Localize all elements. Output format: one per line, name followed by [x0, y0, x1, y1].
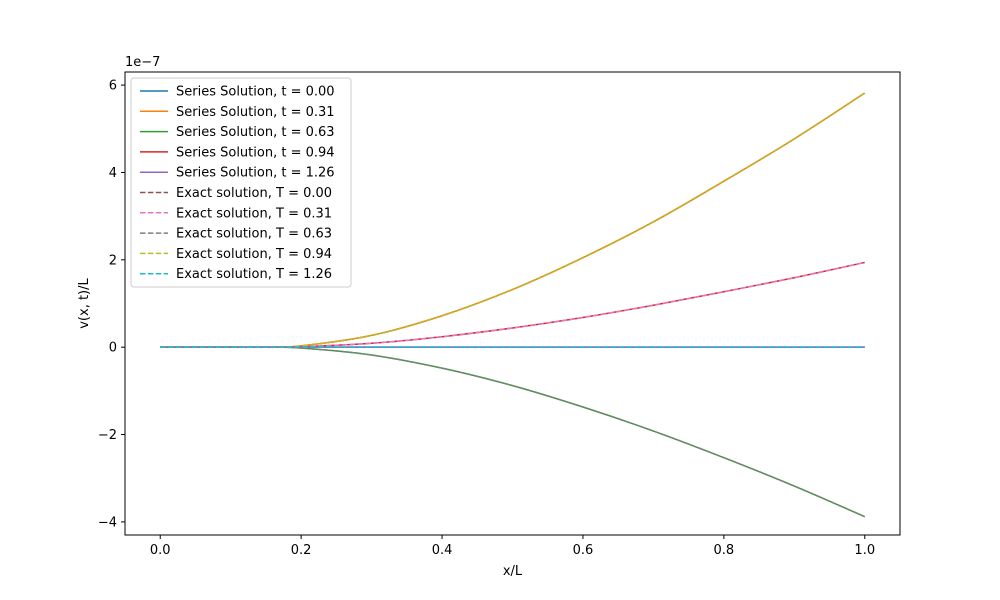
series-line-8: [160, 346, 866, 518]
plot-area: [160, 92, 866, 518]
y-tick-label-4: 2: [109, 253, 117, 268]
legend-label-4: Series Solution, t = 0.94: [176, 145, 335, 160]
legend-label-2: Series Solution, t = 0.31: [176, 105, 335, 120]
y-tick-label-2: −2: [98, 428, 117, 443]
x-tick-label-1: 0.0: [150, 543, 171, 558]
y-tick-label-6: 6: [109, 79, 117, 94]
x-tick-label-6: 1.0: [854, 543, 875, 558]
legend-label-10: Exact solution, T = 1.26: [176, 267, 332, 282]
legend-label-7: Exact solution, T = 0.31: [176, 206, 332, 221]
x-tick-label-3: 0.4: [432, 543, 453, 558]
plot-frame: [124, 71, 901, 536]
y-axis-label: v(x, t)/L: [77, 277, 92, 328]
x-tick-label-5: 0.8: [714, 543, 735, 558]
y-axis-scale-label: 1e−7: [125, 55, 160, 70]
axes-ticks: 0.0 0.2 0.4 0.6 0.8 1.0 −4 −2 0 2 4 6: [98, 79, 875, 558]
legend-box: [130, 77, 352, 288]
legend-label-9: Exact solution, T = 0.94: [176, 247, 332, 262]
legend-label-6: Exact solution, T = 0.00: [176, 186, 332, 201]
y-tick-label-5: 4: [109, 166, 117, 181]
x-axis-label: x/L: [503, 564, 523, 579]
x-tick-label-4: 0.6: [573, 543, 594, 558]
legend: Series Solution, t = 0.00 Series Solution…: [130, 77, 352, 288]
y-tick-label-1: −4: [98, 515, 117, 530]
x-tick-label-2: 0.2: [291, 543, 312, 558]
legend-label-5: Series Solution, t = 1.26: [176, 166, 335, 181]
y-tick-label-3: 0: [109, 341, 117, 356]
legend-label-8: Exact solution, T = 0.63: [176, 227, 332, 242]
legend-label-1: Series Solution, t = 0.00: [176, 85, 335, 100]
legend-label-3: Series Solution, t = 0.63: [176, 125, 335, 140]
series-line-3: [160, 346, 866, 518]
